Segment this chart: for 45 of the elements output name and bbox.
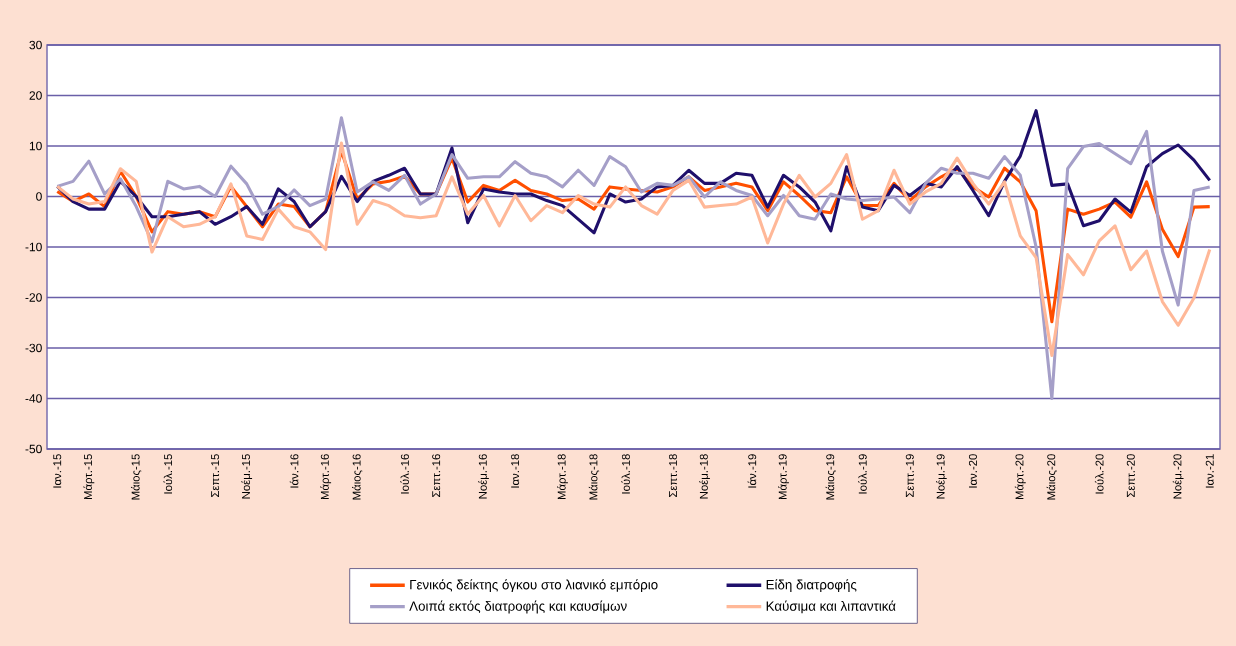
x-tick-label: Μάιος-15 [130,454,142,500]
legend-label: Γενικός δείκτης όγκου στο λιανικό εμπόριο [410,579,658,593]
line-series [55,141,1212,358]
y-tick-label: 20 [29,91,42,100]
x-tick-label: Μάιος-19 [825,454,837,500]
x-tick-label: Μάιος-18 [588,454,600,500]
y-tick-label: 30 [29,40,42,50]
y-tick-label: 10 [29,141,42,151]
x-tick-label: Σεπτ.-16 [432,454,441,497]
x-tick-label: Ιάν.-19 [747,454,757,488]
y-tick-label: 0 [36,192,42,201]
x-tick-label: Ιαν.-20 [968,454,977,488]
x-tick-label: Ιούλ.-19 [858,454,867,494]
x-tick-label: Ιούλ.-18 [621,454,630,494]
y-tick-label: -20 [25,293,42,302]
x-tick-label: Σεπτ.-20 [1126,454,1135,497]
x-tick-label: Μάρτ.-20 [1014,454,1026,500]
y-tick-label: -30 [25,343,42,353]
x-tick-label: Σεπτ.-15 [211,454,220,497]
legend-label: Καύσιμα και λιπαντικά [766,600,896,614]
x-tick-label: Ιαν.-18 [511,454,520,488]
x-tick-label: Ιαν.-15 [53,454,62,488]
x-tick-label: Ιάν.-16 [289,454,299,488]
x-tick-label: Νοέμ.-16 [478,454,489,499]
x-tick-label: Μάρτ.-18 [557,454,568,500]
x-tick-label: Νοέμ.-15 [241,454,253,499]
x-tick-label: Μάρτ.-15 [83,454,95,500]
y-tick-label: -10 [25,242,42,252]
x-tick-label: Μάιος-20 [1046,454,1058,500]
x-tick-label: Ιούλ.-16 [400,454,409,494]
legend-label: Είδη διατροφής [766,579,857,593]
x-tick-label: Μάρτ.-16 [320,454,332,500]
x-tick-label: Ιούλ.-15 [163,454,173,494]
x-tick-label: Νοέμ.-18 [699,454,710,499]
y-tick-label: -40 [25,394,42,403]
x-tick-label: Σεπτ.-19 [905,454,914,497]
x-tick-label: Νοέμ.-19 [936,454,947,499]
x-tick-label: Μάρτ.-19 [778,454,789,500]
x-tick-label: Νοέμ.-20 [1172,454,1184,499]
legend-label: Λοιπά εκτός διατροφής και καυσίμων [409,600,627,614]
x-tick-label: Σεπτ.-18 [668,454,677,497]
x-tick-label: Ιαν.-21 [1205,454,1214,488]
x-tick-label: Ιούλ.-20 [1094,454,1104,494]
y-tick-label: -50 [25,444,42,454]
x-tick-label: Μάιος-16 [351,454,363,500]
